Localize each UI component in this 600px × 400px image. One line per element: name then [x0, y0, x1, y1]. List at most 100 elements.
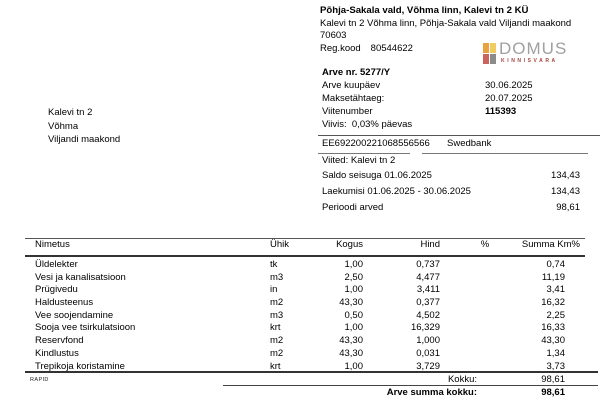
- perioodi-value: 98,61: [556, 202, 580, 213]
- logo-text: DOMUS KINNISVARA: [499, 39, 568, 65]
- table-row: Sooja vee tsirkulatsioon krt 1,00 16,329…: [25, 322, 598, 335]
- item-qty: 43,30: [339, 297, 363, 309]
- invoice-date-row: Arve kuupäev 30.06.2025: [320, 80, 600, 93]
- item-price: 4,502: [416, 309, 440, 321]
- item-qty: 43,30: [339, 347, 363, 359]
- invoice-number: Arve nr. 5277/Y: [322, 67, 391, 78]
- company-address: Kalevi tn 2 Võhma linn, Põhja-Sakala val…: [320, 17, 572, 29]
- bank-row: EE692200221068556566 Swedbank: [320, 138, 600, 151]
- item-name: Vesi ja kanalisatsioon: [35, 271, 126, 283]
- divider: [318, 135, 600, 136]
- table-header-row: Nimetus Ühik Kogus Hind % Summa Km%: [25, 239, 598, 255]
- item-qty: 0,50: [344, 309, 364, 321]
- table-top-border: [25, 238, 585, 239]
- grand-total-label: Arve summa kokku:: [386, 387, 477, 398]
- saldo-row: Saldo seisuga 01.06.2025 134,43: [320, 170, 580, 186]
- item-name: Prügivedu: [35, 284, 78, 296]
- item-price: 0,031: [416, 347, 440, 359]
- domus-logo: DOMUS KINNISVARA: [483, 40, 567, 64]
- col-header-name: Nimetus: [35, 239, 70, 250]
- due-date-label: Maksetähtaeg:: [322, 93, 385, 104]
- col-header-unit: Ühik: [270, 239, 290, 250]
- item-price: 1,000: [416, 335, 440, 347]
- item-name: Haldusteenus: [35, 297, 94, 309]
- item-unit: tk: [270, 259, 278, 270]
- item-price: 0,377: [416, 297, 440, 309]
- divider: [318, 153, 410, 154]
- table-bottom-border: [25, 371, 598, 373]
- reference-number-value: 115393: [485, 106, 517, 117]
- invoice-meta: Arve nr. 5277/Y Arve kuupäev 30.06.2025 …: [320, 67, 600, 132]
- table-row: Prügivedu in 1,00 3,411 3,41: [25, 284, 598, 297]
- item-name: Kindlustus: [35, 347, 79, 359]
- kokku-row: Kokku: 98,61: [25, 374, 565, 386]
- saldo-label: Saldo seisuga 01.06.2025: [322, 170, 432, 181]
- item-unit: krt: [270, 360, 281, 372]
- recipient-address: Kalevi tn 2 Võhma Viljandi maakond: [48, 106, 120, 147]
- perioodi-label: Perioodi arved: [322, 202, 384, 213]
- item-sum: 1,34: [546, 347, 566, 359]
- item-name: Sooja vee tsirkulatsioon: [35, 322, 136, 334]
- recipient-line: Kalevi tn 2: [48, 107, 93, 118]
- saldo-value: 134,43: [550, 170, 580, 181]
- laekumisi-row: Laekumisi 01.06.2025 - 30.06.2025 134,43: [320, 186, 580, 202]
- col-header-price: Hind: [420, 239, 440, 250]
- item-price: 4,477: [416, 271, 440, 283]
- recipient-line: Võhma: [48, 120, 79, 132]
- company-postcode: 70603: [320, 30, 347, 41]
- rapid-watermark: RAPID: [30, 377, 49, 383]
- col-header-qty: Kogus: [336, 239, 363, 250]
- table-row: Reservfond m2 43,30 1,000 43,30: [25, 335, 598, 348]
- kokku-value: 98,61: [541, 374, 565, 385]
- recipient-line: Viljandi maakond: [48, 134, 121, 145]
- table-row: Trepikoja koristamine krt 1,00 3,729 3,7…: [25, 361, 598, 374]
- item-sum: 16,32: [541, 297, 565, 309]
- item-price: 16,329: [410, 322, 440, 334]
- laekumisi-value: 134,43: [550, 186, 580, 197]
- item-unit: krt: [270, 322, 281, 334]
- col-header-pct: %: [480, 239, 490, 250]
- item-name: Trepikoja koristamine: [35, 360, 125, 372]
- table-row: Üldelekter tk 1,00 0,737 0,74: [25, 259, 598, 272]
- item-qty: 1,00: [344, 259, 364, 270]
- item-name: Reservfond: [35, 335, 84, 347]
- grand-total-row: Arve summa kokku: 98,61: [25, 387, 565, 399]
- due-date-value: 20.07.2025: [485, 93, 533, 104]
- item-unit: m3: [270, 309, 284, 321]
- grand-total-value: 98,61: [541, 387, 565, 398]
- item-sum: 16,33: [541, 322, 565, 334]
- logo-subtitle: KINNISVARA: [501, 58, 558, 64]
- reg-code-value: 80544622: [370, 42, 413, 54]
- item-unit: in: [270, 284, 278, 296]
- logo-name: DOMUS: [499, 39, 568, 58]
- perioodi-row: Perioodi arved 98,61: [320, 202, 580, 218]
- bank-name: Swedbank: [447, 138, 492, 149]
- laekumisi-label: Laekumisi 01.06.2025 - 30.06.2025: [322, 186, 471, 197]
- reg-code-label: Reg.kood: [320, 42, 361, 54]
- reference-number-row: Viitenumber 115393: [320, 106, 600, 119]
- iban-value: EE692200221068556566: [322, 138, 430, 149]
- company-header: Põhja-Sakala vald, Võhma linn, Kalevi tn…: [320, 5, 600, 55]
- item-price: 0,737: [416, 259, 440, 270]
- item-sum: 43,30: [541, 335, 565, 347]
- item-sum: 0,74: [546, 259, 566, 270]
- item-unit: m2: [270, 297, 284, 309]
- item-qty: 2,50: [344, 271, 364, 283]
- invoice-date-label: Arve kuupäev: [322, 80, 381, 91]
- item-qty: 43,30: [339, 335, 363, 347]
- company-reg-line: Reg.kood 80544622: [320, 43, 600, 56]
- item-name: Vee soojendamine: [35, 309, 114, 321]
- item-price: 3,729: [416, 360, 440, 372]
- col-header-sum: Summa Km%: [521, 239, 580, 250]
- kokku-label: Kokku:: [447, 374, 477, 385]
- item-price: 3,411: [416, 284, 440, 296]
- items-table: Nimetus Ühik Kogus Hind % Summa Km% Ülde…: [25, 239, 598, 373]
- table-row: Vesi ja kanalisatsioon m3 2,50 4,477 11,…: [25, 272, 598, 285]
- item-unit: m3: [270, 271, 284, 283]
- penalty-text: Viivis: 0,03% päevas: [322, 119, 413, 130]
- logo-grid-icon: [483, 43, 496, 64]
- item-qty: 1,00: [344, 360, 364, 372]
- item-name: Üldelekter: [35, 259, 78, 270]
- item-sum: 11,19: [541, 271, 565, 283]
- due-date-row: Maksetähtaeg: 20.07.2025: [320, 93, 600, 106]
